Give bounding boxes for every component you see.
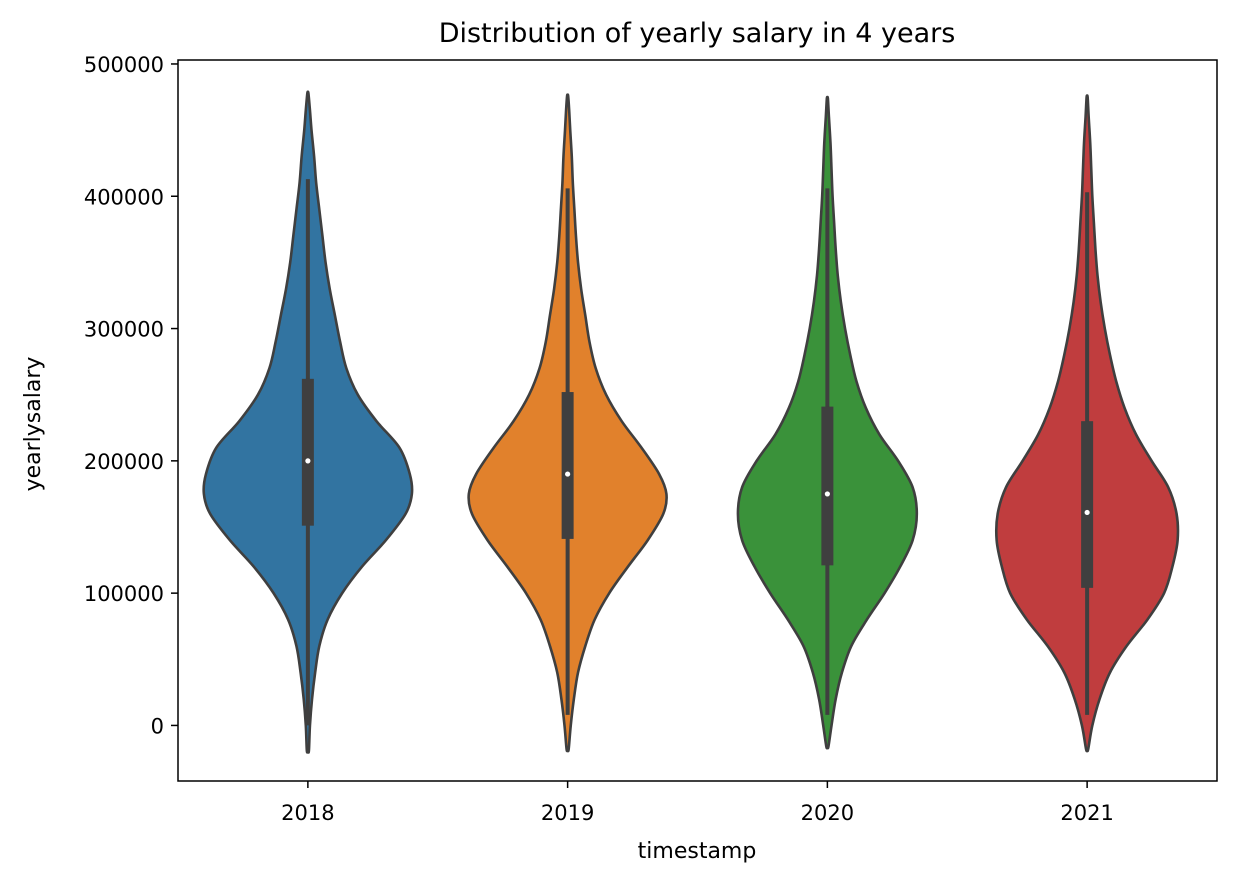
y-tick-label: 0	[151, 714, 164, 738]
x-tick-label: 2019	[541, 801, 594, 825]
y-tick-label: 300000	[84, 318, 164, 342]
y-tick-label: 400000	[84, 185, 164, 209]
iqr-box-2021	[1081, 421, 1094, 588]
y-tick-label: 100000	[84, 582, 164, 606]
y-tick-label: 200000	[84, 450, 164, 474]
y-tick-label: 500000	[84, 53, 164, 77]
x-tick-label: 2018	[281, 801, 334, 825]
x-tick-label: 2020	[801, 801, 854, 825]
violin-2020	[736, 95, 919, 750]
y-axis-label: yearlysalary	[21, 357, 46, 492]
iqr-box-2019	[561, 392, 574, 539]
x-axis: 2018 2019 2020 2021	[281, 781, 1114, 825]
median-point-2019	[565, 471, 571, 477]
iqr-box-2018	[301, 378, 314, 526]
violin-2019	[467, 93, 668, 753]
violin-group	[202, 90, 1180, 754]
median-point-2018	[305, 458, 311, 464]
plot-frame	[177, 59, 1218, 782]
iqr-box-2020	[821, 406, 834, 566]
x-axis-label: timestamp	[638, 839, 757, 864]
y-axis: 0 100000 200000 300000 400000 500000	[84, 53, 178, 738]
chart-title: Distribution of yearly salary in 4 years	[439, 18, 956, 49]
median-point-2020	[824, 491, 830, 497]
x-tick-label: 2021	[1060, 801, 1113, 825]
violin-2021	[994, 94, 1180, 753]
median-point-2021	[1084, 509, 1090, 516]
violin-2018	[202, 90, 414, 754]
